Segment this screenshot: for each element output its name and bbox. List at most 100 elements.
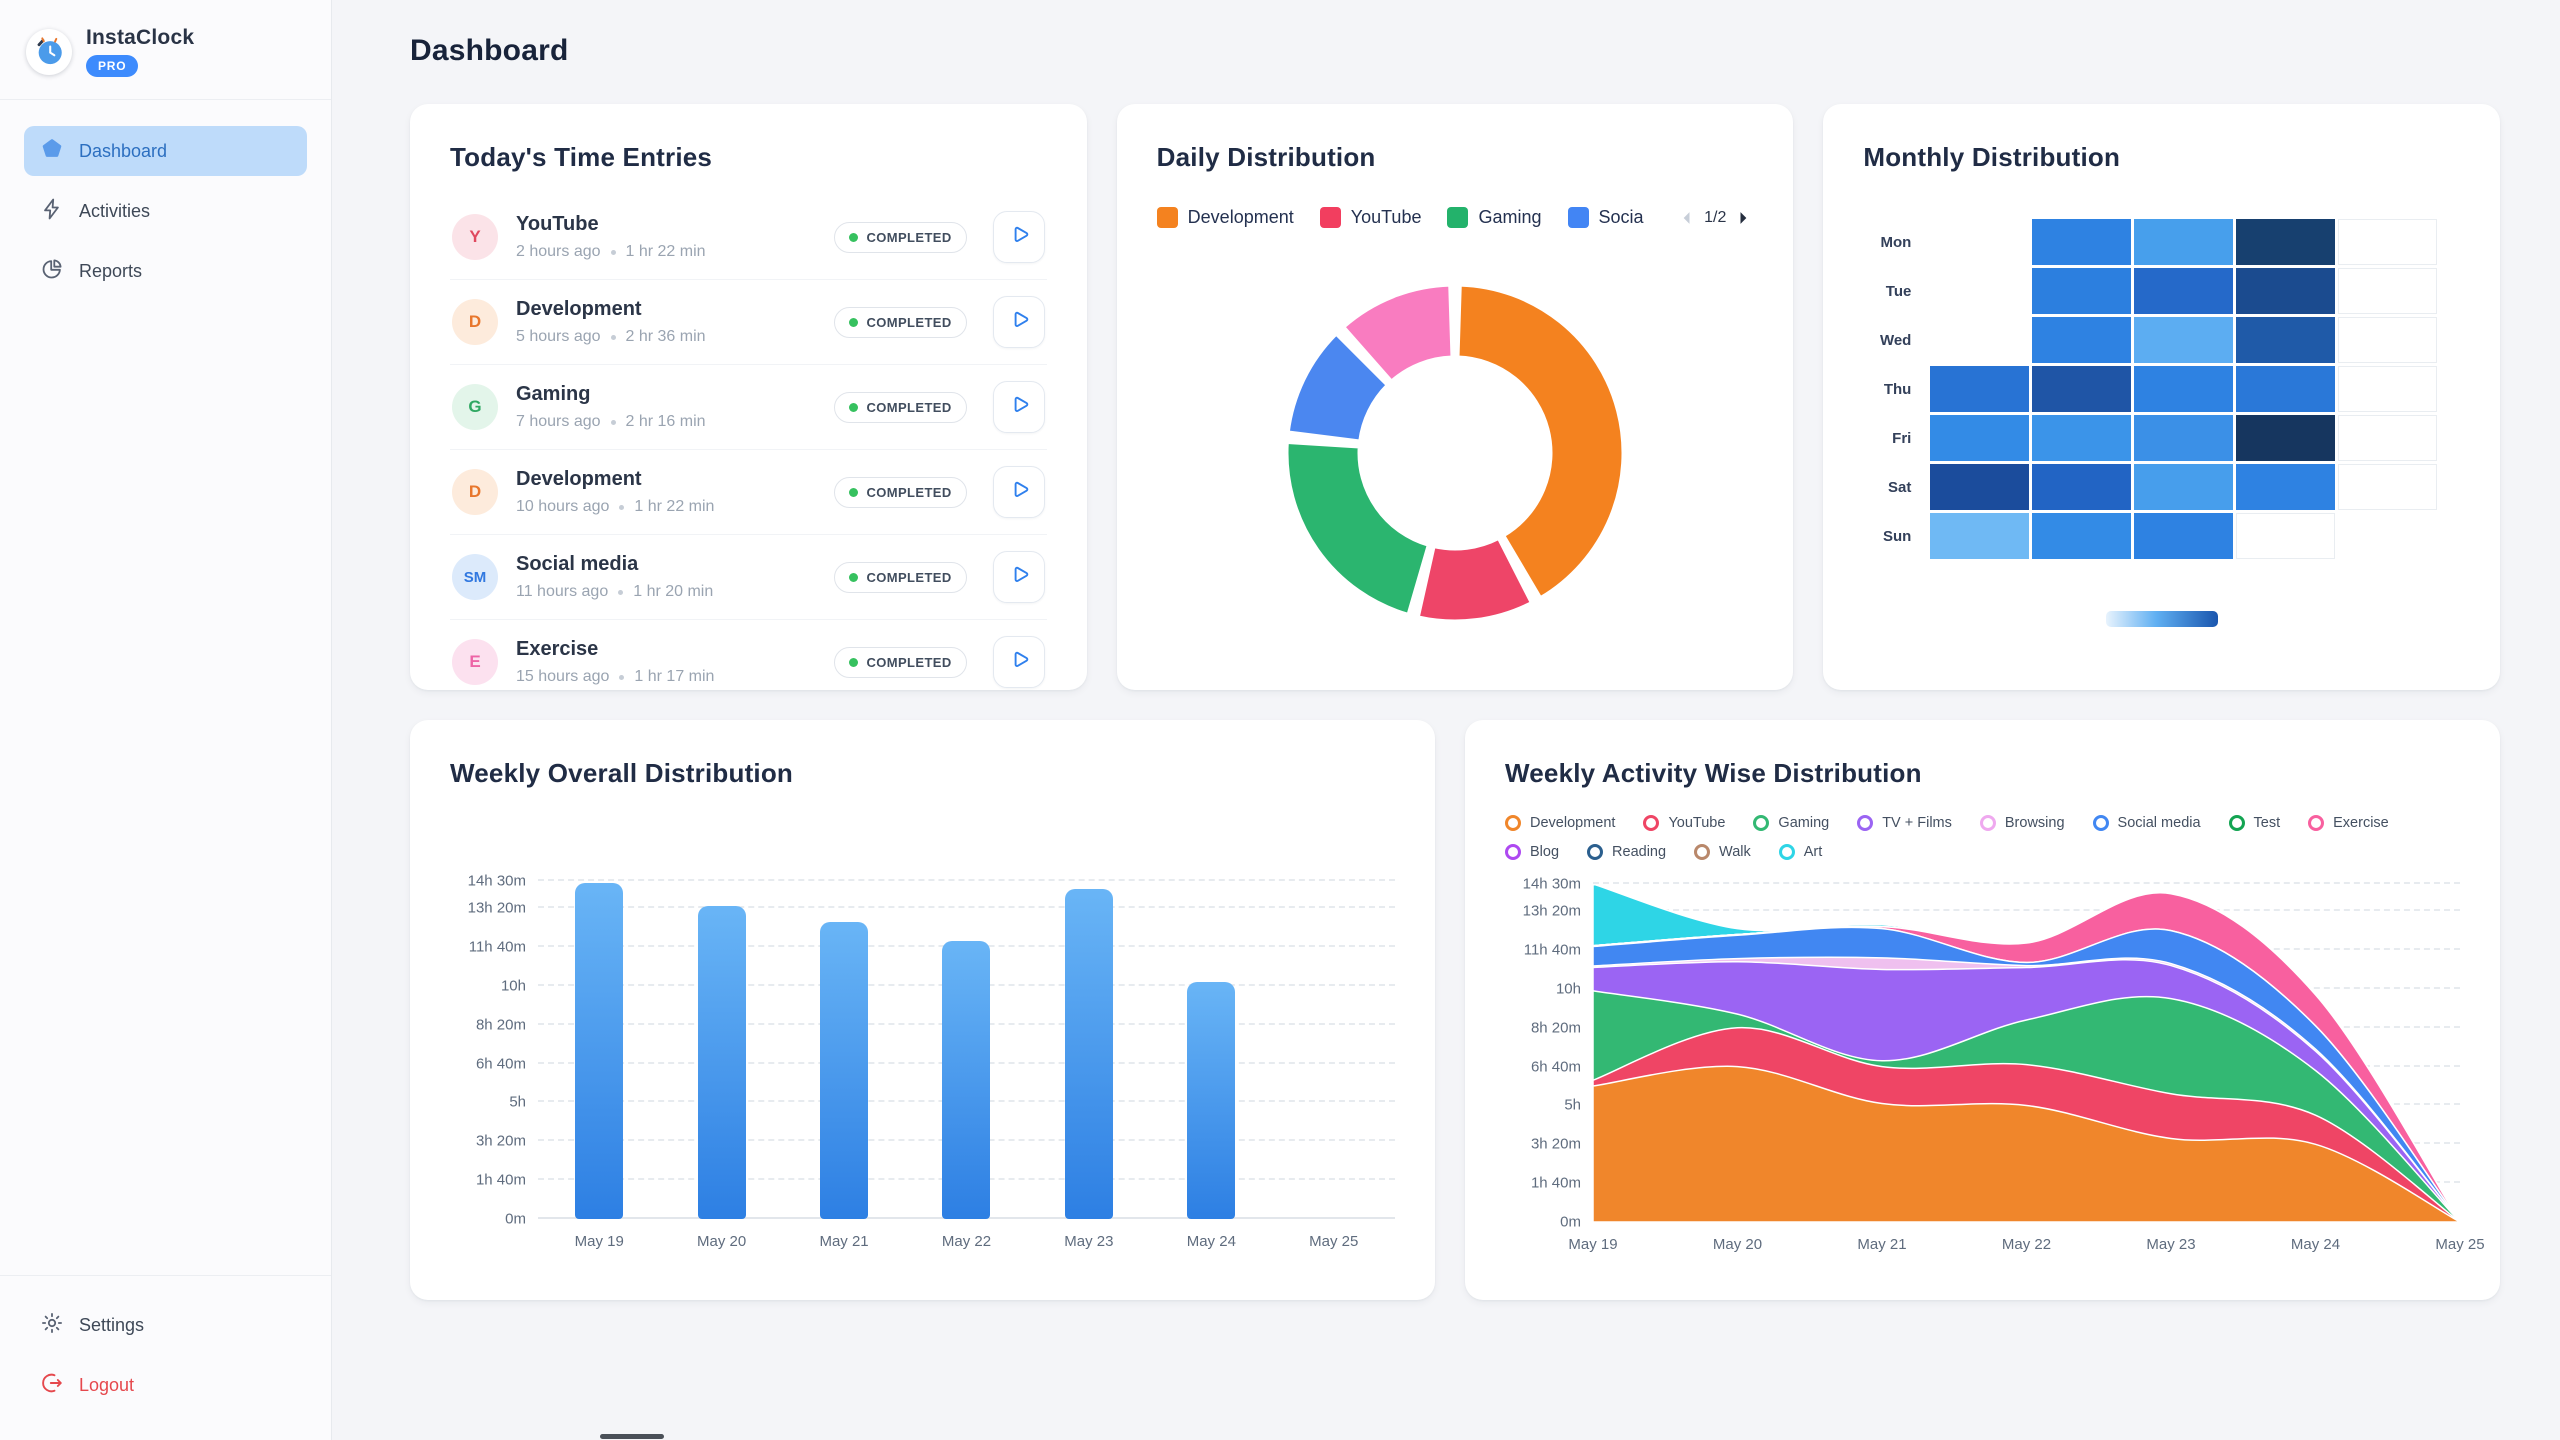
heatmap-cell <box>2032 268 2132 314</box>
bar-slot-may-20 <box>660 881 782 1219</box>
status-dot-icon <box>849 317 859 327</box>
x-axis-tick: May 25 <box>2435 1236 2485 1253</box>
area-series-development <box>1593 1065 2460 1222</box>
play-button[interactable] <box>992 381 1045 433</box>
sidebar-item-dashboard[interactable]: Dashboard <box>24 126 307 176</box>
entry-duration: 2 hr 16 min <box>625 413 706 430</box>
x-axis-tick: May 19 <box>1568 1236 1618 1253</box>
heatmap-row-tue: Tue <box>1863 268 2460 314</box>
daily-legend-item-socia[interactable]: Socia <box>1567 207 1644 228</box>
heatmap-row-label: Thu <box>1883 380 1912 398</box>
gridline <box>538 879 1395 881</box>
donut-slice-gaming[interactable] <box>1285 440 1430 616</box>
status-dot-icon <box>849 657 859 667</box>
activity-legend-item-development[interactable]: Development <box>1505 815 1615 831</box>
weekly-overall-bar-chart: 14h 30m 13h 20m 11h 40m 10h 8h 20m 6h 40m 5h 3h… <box>450 873 1395 1228</box>
legend-ring-icon <box>1505 844 1521 860</box>
play-button[interactable] <box>992 296 1045 348</box>
status-label: COMPLETED <box>866 654 952 670</box>
y-axis-tick: 0m <box>505 1210 526 1228</box>
y-axis-tick: 3h 20m <box>1530 1135 1581 1153</box>
legend-ring-icon <box>1753 815 1770 831</box>
status-label: COMPLETED <box>866 484 952 500</box>
entry-duration: 1 hr 22 min <box>634 498 715 515</box>
entry-time-ago: 15 hours ago <box>516 668 610 685</box>
daily-legend-item-development[interactable]: Development <box>1156 207 1294 228</box>
entry-title: Gaming <box>516 383 591 405</box>
area-chart-x-axis: May 19 May 20 May 21 May 22 May 23 May 24 May … <box>1568 1236 2484 1258</box>
status-dot-icon <box>849 232 859 242</box>
legend-label: Development <box>1530 815 1616 831</box>
app-logo: InstaClock PRO <box>24 26 307 99</box>
legend-label: YouTube <box>1668 815 1726 831</box>
area-chart-y-axis: 14h 30m 13h 20m 11h 40m 10h 8h 20m 6h 40m 5h 3h… <box>1505 876 1593 1231</box>
bar-slot-may-23 <box>1028 881 1150 1219</box>
entry-title: Exercise <box>516 638 599 660</box>
sidebar: InstaClock PRO Dashboard Activities Report… <box>0 0 332 1440</box>
legend-swatch-icon <box>1567 207 1589 228</box>
bar-chart-y-axis: 14h 30m 13h 20m 11h 40m 10h 8h 20m 6h 40m 5h 3h… <box>450 873 538 1228</box>
horizontal-scrollbar-thumb[interactable] <box>600 1434 664 1439</box>
heatmap-cell <box>1930 513 2030 559</box>
heatmap-cell <box>2338 464 2438 510</box>
play-button[interactable] <box>992 466 1045 518</box>
heatmap-cell <box>2134 317 2234 363</box>
heatmap-cell <box>2134 268 2234 314</box>
donut-slice-youtube[interactable] <box>1416 537 1533 623</box>
donut-slice-development[interactable] <box>1456 283 1625 600</box>
activity-legend-item-walk[interactable]: Walk <box>1694 844 1751 860</box>
legend-ring-icon <box>2092 815 2109 831</box>
avatar: G <box>452 384 498 430</box>
play-button[interactable] <box>992 636 1045 688</box>
monthly-distribution-card: Monthly Distribution Mon Tue Wed Thu Fri Sat S… <box>1823 104 2501 690</box>
play-button[interactable] <box>992 551 1045 603</box>
status-label: COMPLETED <box>866 314 952 330</box>
pager-next-icon[interactable] <box>1733 208 1753 228</box>
heatmap-row-sun: Sun <box>1863 513 2460 559</box>
activity-legend-item-art[interactable]: Art <box>1778 844 1822 860</box>
activity-legend-item-social-media[interactable]: Social media <box>2092 815 2201 831</box>
page-title: Dashboard <box>410 34 569 67</box>
pager-prev-icon[interactable] <box>1677 208 1697 228</box>
avatar: D <box>452 469 498 515</box>
bar-slot-may-21 <box>783 881 905 1219</box>
y-axis-tick: 6h 40m <box>475 1055 526 1073</box>
status-badge: COMPLETED <box>834 391 967 423</box>
donut-slice-legend-page-2[interactable] <box>1342 283 1454 383</box>
sidebar-item-logout[interactable]: Logout <box>24 1360 307 1410</box>
bar-slot-may-19 <box>538 881 660 1219</box>
avatar: Y <box>452 214 498 260</box>
daily-legend-item-gaming[interactable]: Gaming <box>1447 207 1542 228</box>
legend-label: Development <box>1187 207 1294 227</box>
sidebar-item-activities[interactable]: Activities <box>24 186 307 236</box>
entry-text: Development 5 hours ago 2 hr 36 min <box>516 298 834 346</box>
heatmap-row-label: Sun <box>1883 527 1912 545</box>
activity-legend-item-blog[interactable]: Blog <box>1505 844 1559 860</box>
activity-legend-item-browsing[interactable]: Browsing <box>1979 815 2065 831</box>
entry-text: Gaming 7 hours ago 2 hr 16 min <box>516 383 834 431</box>
heatmap-cell <box>2134 513 2234 559</box>
bar-may-23 <box>1064 888 1113 1219</box>
activity-legend-item-reading[interactable]: Reading <box>1587 844 1666 860</box>
x-axis-tick: May 19 <box>574 1233 624 1250</box>
x-axis-tick: May 24 <box>2290 1236 2341 1253</box>
play-button[interactable] <box>992 211 1045 263</box>
activity-legend-item-exercise[interactable]: Exercise <box>2308 815 2389 831</box>
activity-legend-item-test[interactable]: Test <box>2228 815 2280 831</box>
heatmap-row-label: Tue <box>1885 282 1912 300</box>
legend-label: Blog <box>1530 844 1560 860</box>
sidebar-item-reports[interactable]: Reports <box>24 246 307 296</box>
activity-legend-item-youtube[interactable]: YouTube <box>1643 815 1725 831</box>
bar-slot-may-25 <box>1273 881 1395 1219</box>
play-icon <box>1007 223 1031 252</box>
y-axis-tick: 1h 40m <box>475 1171 526 1189</box>
donut-slice-social[interactable] <box>1286 332 1389 443</box>
x-axis-tick: May 20 <box>697 1233 747 1250</box>
sidebar-item-label: Settings <box>79 1314 145 1335</box>
entry-text: Social media 11 hours ago 1 hr 20 min <box>516 553 834 601</box>
activity-legend-item-tv-films[interactable]: TV + Films <box>1857 815 1952 831</box>
daily-legend-item-youtube[interactable]: YouTube <box>1319 207 1421 228</box>
activity-legend-item-gaming[interactable]: Gaming <box>1753 815 1829 831</box>
sidebar-item-settings[interactable]: Settings <box>24 1300 307 1350</box>
